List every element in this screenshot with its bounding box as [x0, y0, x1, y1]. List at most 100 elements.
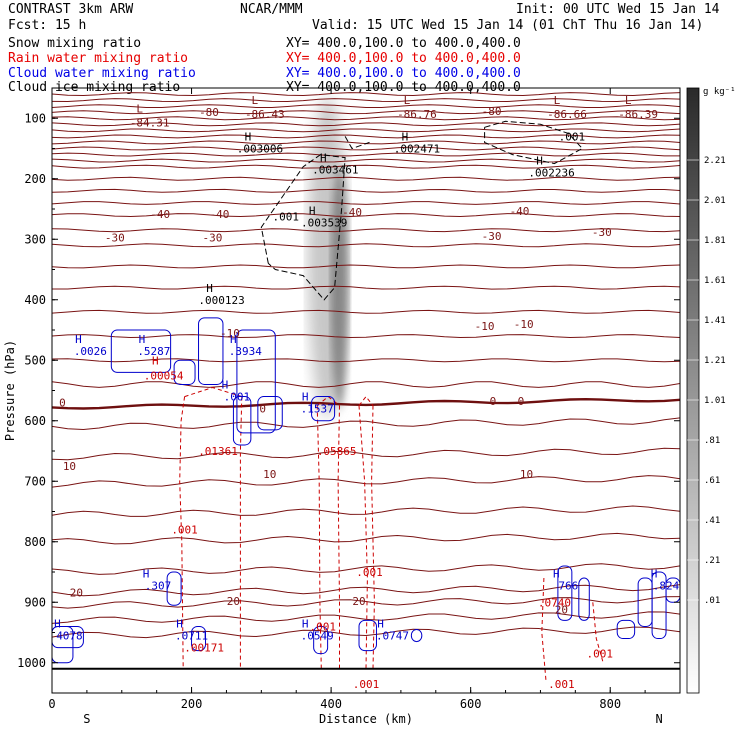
colorbar-label: 1.61: [704, 276, 726, 286]
cloud-water-max-marker: H: [75, 333, 82, 346]
cloud-water-contour: [358, 619, 377, 652]
temperature-isotherm: [52, 158, 680, 163]
colorbar-label: 1.21: [704, 356, 726, 366]
y-tick-label: 500: [24, 353, 46, 367]
colorbar-label: .81: [704, 436, 720, 446]
low-marker: L: [625, 94, 632, 107]
temperature-label: 10: [263, 468, 276, 481]
cloud-water-contour: [311, 396, 336, 422]
temperature-isotherm: [52, 201, 680, 205]
x-tick-label: 200: [181, 697, 203, 711]
temperature-isotherm: [52, 176, 680, 181]
valid-time: Valid: 15 UTC Wed 15 Jan 14 (01 ChT Thu …: [312, 18, 704, 33]
plot-frame: [51, 87, 681, 694]
temperature-isotherm: [52, 584, 680, 597]
cloud-water-max-value: 766: [558, 579, 578, 592]
contour-labels: -80 -80 -40 -40 -40 -40 -30 -30 -30 -30 -10 -10 -10 0…: [54, 94, 680, 691]
temperature-label: 20: [555, 604, 568, 617]
y-tick-label: 700: [24, 474, 46, 488]
temperature-label: -10: [220, 327, 240, 340]
x-tick-label: 0: [48, 697, 55, 711]
temperature-label: 20: [227, 595, 240, 608]
cloud-water-max-value: .0711: [175, 630, 208, 643]
low-value: -86.39: [618, 108, 658, 121]
snow-label: .001: [559, 130, 586, 143]
y-tick-label: 100: [24, 111, 46, 125]
cloud-water-contour: [313, 625, 329, 655]
temperature-label: -10: [514, 318, 534, 331]
zero-isotherm: [52, 397, 680, 410]
cloud-water-max-marker: H: [302, 391, 309, 404]
y-tick-label: 400: [24, 293, 46, 307]
cloud-water-contour: [232, 396, 252, 446]
temperature-label: -40: [510, 205, 530, 218]
ice-max-value: .000123: [198, 294, 244, 307]
temperature-label: 20: [70, 587, 83, 600]
colorbar-label: .61: [704, 476, 720, 486]
cloud-water-contour: [637, 577, 653, 627]
y-tick-label: 1000: [17, 656, 46, 670]
south-label: S: [83, 712, 90, 726]
low-value: -86.66: [547, 108, 587, 121]
cloud-water-contour: [198, 317, 224, 385]
rain-contour: [541, 577, 547, 681]
temperature-isotherm: [52, 128, 680, 133]
cloud-water-contour: [52, 625, 74, 664]
temperature-label: 0: [259, 403, 266, 416]
cloud-water-max-value: .0026: [74, 345, 107, 358]
rain-label: .001: [309, 620, 336, 633]
temperature-isotherm: [52, 152, 680, 157]
x-axis-label: Distance (km): [319, 712, 413, 726]
rain-contours: [179, 386, 604, 681]
temperature-label: 10: [520, 468, 533, 481]
rain-label: .001: [548, 678, 575, 691]
cloud-water-max-value: .0549: [301, 630, 334, 643]
ice-max-marker: H: [206, 282, 213, 295]
rain-contour: [358, 395, 374, 406]
temperature-label: -40: [342, 206, 362, 219]
temperature-label: 0: [518, 395, 525, 408]
rain-label: .001: [171, 524, 198, 537]
ice-max-value: .003461: [312, 164, 358, 177]
temperature-label: -40: [150, 208, 170, 221]
ice-max-marker: H: [536, 155, 543, 168]
temperature-isotherm: [52, 334, 680, 339]
rain-label: .001: [356, 566, 383, 579]
temperature-label: -30: [105, 231, 125, 244]
center-title: NCAR/MMM: [240, 2, 303, 17]
temperature-label: 0: [490, 395, 497, 408]
rain-contour: [337, 405, 340, 669]
cloud-water-max-marker: H: [377, 618, 384, 631]
cloud-water-max-marker: H: [54, 618, 61, 631]
temperature-isotherm: [52, 417, 680, 431]
temperature-isotherm: [52, 188, 680, 193]
temperature-isotherm: [52, 122, 680, 127]
cloud-water-max-marker: H: [176, 618, 183, 631]
temperature-isotherm: [52, 164, 680, 169]
colorbar-label: .01: [704, 596, 720, 606]
temperature-isotherm: [52, 309, 680, 314]
x-tick-label: 800: [599, 697, 621, 711]
legend-cloud-water-xy: XY= 400.0,100.0 to 400.0,400.0: [286, 66, 521, 81]
cloud-water-contour: [616, 619, 636, 640]
cloud-water-contour: [236, 329, 276, 434]
x-tick-label: 600: [460, 697, 482, 711]
cloud-ice-contour: [260, 154, 346, 301]
rain-contour: [316, 405, 322, 669]
colorbar-label: 1.41: [704, 316, 726, 326]
legend-cloud-water: Cloud water mixing ratio: [8, 66, 196, 81]
rain-label: .00054: [144, 369, 184, 382]
rain-contour: [239, 396, 243, 669]
colorbar-unit: g kg⁻¹: [703, 87, 736, 97]
temperature-isotherm: [52, 213, 680, 218]
temperature-label: -30: [482, 230, 502, 243]
rain-contour: [179, 396, 186, 669]
ice-max-value: .003006: [237, 143, 283, 156]
ice-max-marker: H: [320, 152, 327, 165]
rain-contour: [358, 405, 368, 669]
cloud-water-contours: [52, 317, 680, 664]
cloud-water-contour: [257, 396, 283, 431]
temperature-isotherm: [52, 505, 680, 517]
temperature-label: -80: [199, 106, 219, 119]
temperature-label: 10: [63, 460, 76, 473]
